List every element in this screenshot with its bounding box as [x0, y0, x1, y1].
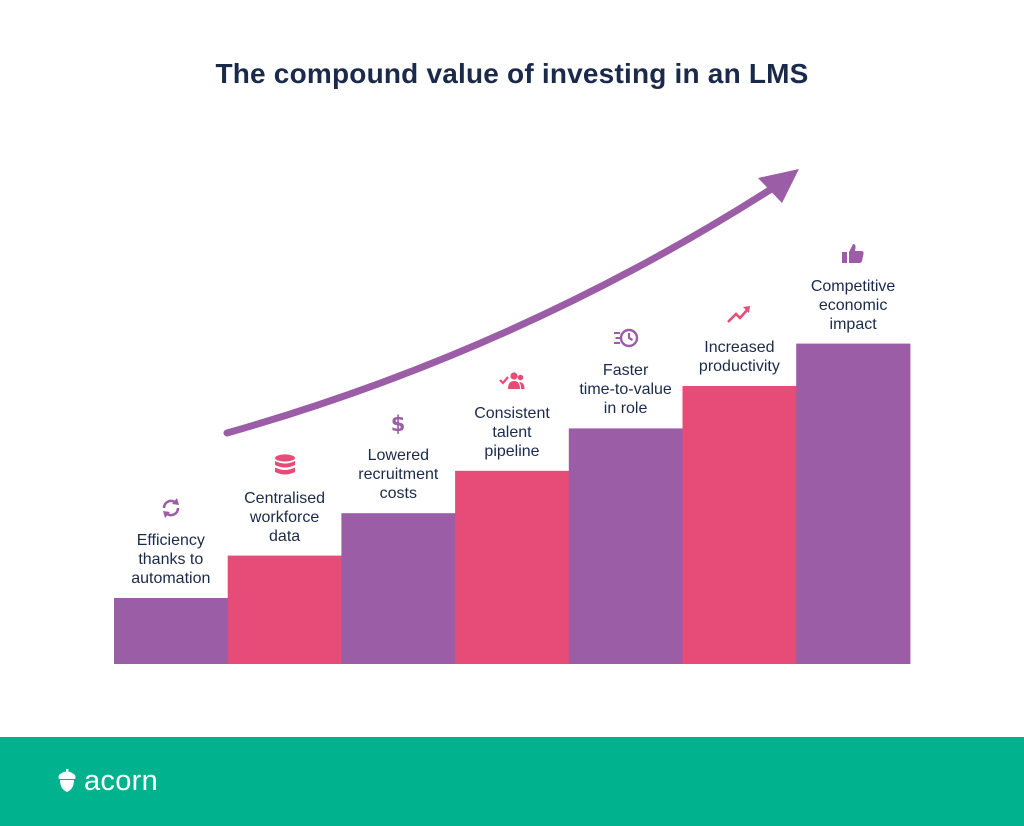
step-label-7: Competitive economic impact: [810, 277, 896, 333]
fast-clock-icon: [613, 325, 639, 351]
page-title: The compound value of investing in an LM…: [215, 58, 809, 89]
brand-logo[interactable]: acorn: [56, 761, 158, 801]
thumbs-up-icon: [840, 241, 866, 267]
acorn-logo-icon: [58, 769, 76, 792]
database-icon: [272, 453, 298, 479]
growth-arrow-curve: [223, 182, 780, 437]
step-bar-7: [796, 343, 911, 664]
step-bar-3: [341, 513, 456, 664]
step-bar-1: [114, 598, 229, 664]
step-label-5: Faster time-to-value in role: [579, 362, 672, 418]
dollar-icon: $: [385, 410, 411, 436]
step-label-4: Consistent talent pipeline: [474, 404, 550, 460]
step-bar-4: [455, 470, 570, 664]
step-bar-6: [682, 386, 797, 664]
svg-text:$: $: [391, 412, 406, 436]
refresh-icon: [158, 495, 184, 521]
brand-name: acorn: [84, 764, 159, 797]
staircase-chart: [114, 169, 911, 664]
growth-arrow-head: [758, 169, 799, 203]
footer-bar: acorn: [0, 737, 1024, 826]
bars-group: [114, 343, 911, 664]
step-label-3: Lowered recruitment costs: [358, 447, 439, 503]
step-label-2: Centralised workforce data: [244, 489, 326, 545]
step-bar-5: [568, 428, 683, 664]
team-check-icon: [499, 368, 525, 394]
step-label-6: Increased productivity: [698, 339, 780, 375]
step-bar-2: [227, 555, 342, 664]
step-label-1: Efficiency thanks to automation: [131, 532, 211, 587]
trend-up-icon: [726, 302, 752, 328]
